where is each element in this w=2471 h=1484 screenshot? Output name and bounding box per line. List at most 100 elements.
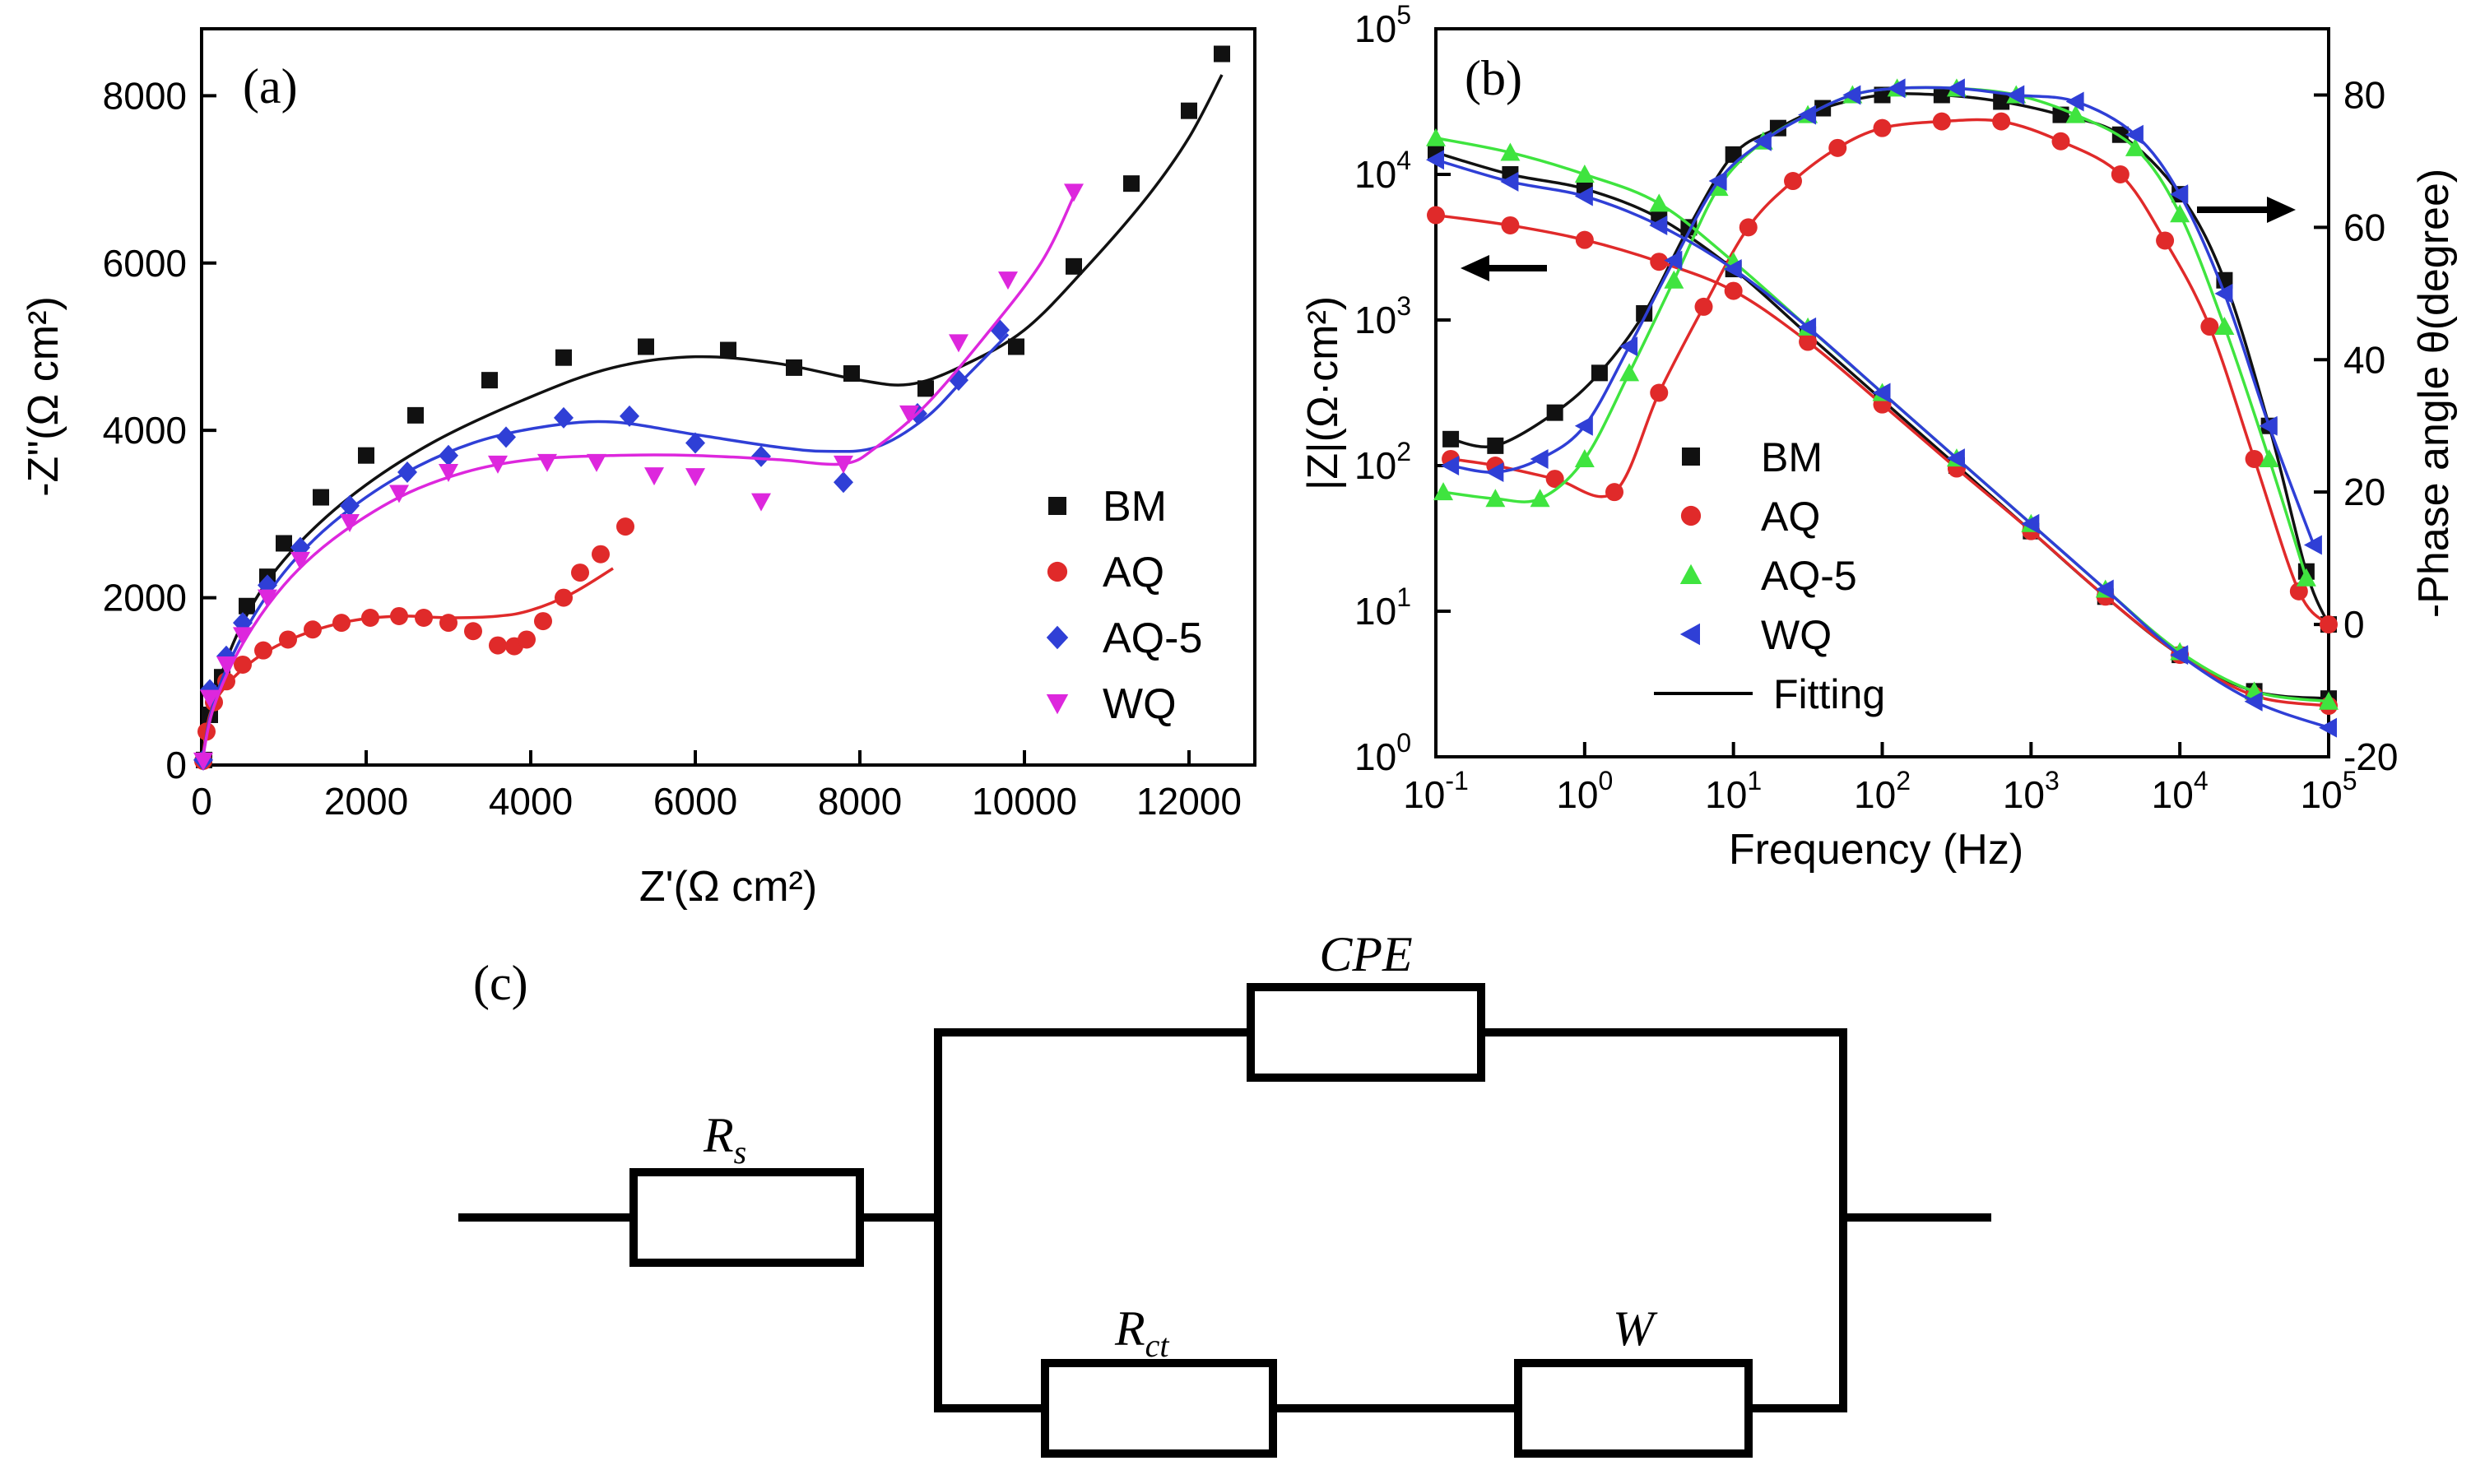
- data-point: [587, 454, 606, 472]
- y-axis-label: -Z''(Ω cm²): [20, 296, 67, 497]
- phase-point: [1619, 336, 1637, 356]
- phase-point: [1487, 438, 1503, 454]
- y-tick-labels-right: -20 0 20 40 60 80: [2314, 73, 2398, 778]
- arrow-right-icon: [2197, 197, 2296, 223]
- label-cpe: CPE: [1319, 927, 1412, 981]
- panel-a-label: (a): [243, 59, 298, 114]
- x-tick-label: 6000: [653, 780, 737, 823]
- legend-label-wq: WQ: [1761, 612, 1832, 658]
- phase-point: [1784, 172, 1802, 190]
- figure: (a) 0 2000 4000 6000 8000 10000 12000 02000400…: [0, 0, 2471, 1484]
- bode-plot-panel: (b) 10-1 100 101 102 103 104 105 1001011021031…: [1299, 0, 2458, 874]
- data-point: [644, 467, 664, 485]
- y-tick-labels: 02000400060008000: [103, 74, 216, 786]
- data-point: [685, 468, 705, 486]
- x-tick-label: 100: [1556, 766, 1613, 816]
- data-point: [998, 271, 1018, 290]
- y-tick-label: 103: [1354, 291, 1411, 341]
- impedance-point: [1501, 216, 1519, 234]
- y-tick-label-right: -20: [2343, 735, 2398, 778]
- data-point: [751, 446, 771, 467]
- x-tick-label: 0: [191, 780, 212, 823]
- data-point: [949, 369, 968, 391]
- data-point: [1066, 258, 1082, 275]
- x-tick-label: 2000: [324, 780, 408, 823]
- data-point: [304, 620, 322, 638]
- x-tick-label: 8000: [818, 780, 902, 823]
- y-tick-label-right: 60: [2343, 206, 2385, 248]
- data-point: [239, 598, 255, 614]
- data-point: [464, 622, 482, 640]
- data-point: [555, 350, 572, 366]
- legend-label-bm: BM: [1761, 434, 1823, 480]
- phase-point: [2111, 165, 2130, 183]
- data-point: [518, 630, 536, 648]
- impedance-point: [1650, 253, 1668, 271]
- legend-marker-wq: [1680, 624, 1700, 645]
- resistor-rs: [634, 1172, 860, 1263]
- data-point: [555, 589, 573, 607]
- phase-point: [1442, 431, 1459, 448]
- phase-point: [1992, 113, 2010, 131]
- data-point: [489, 637, 507, 655]
- phase-point: [1619, 363, 1639, 381]
- fit-line-bm: [202, 75, 1222, 765]
- data-point: [234, 656, 252, 674]
- phase-point: [1547, 405, 1563, 421]
- phase-point: [2304, 536, 2322, 555]
- y-tick-label: 102: [1354, 437, 1411, 487]
- x-tick-label: 101: [1705, 766, 1762, 816]
- x-tick-labels: 0 2000 4000 6000 8000 10000 12000: [191, 750, 1242, 823]
- x-tick-label: 103: [2003, 766, 2060, 816]
- data-point: [481, 372, 498, 388]
- nyquist-plot-panel: (a) 0 2000 4000 6000 8000 10000 12000 0 2000 400…: [20, 29, 1255, 911]
- x-axis-label: Z'(Ω cm²): [639, 863, 817, 911]
- data-point: [390, 607, 408, 625]
- data-point: [1214, 46, 1230, 63]
- data-point: [786, 359, 802, 376]
- legend-label-aq-5: AQ-5: [1761, 553, 1857, 599]
- label-w: W: [1613, 1301, 1658, 1356]
- impedance-point: [1725, 282, 1743, 300]
- phase-point: [1650, 384, 1668, 402]
- x-axis-label: Frequency (Hz): [1729, 826, 2023, 874]
- data-point: [254, 642, 272, 660]
- series-group: [1426, 78, 2339, 737]
- data-point: [407, 407, 424, 424]
- data-point: [616, 517, 634, 536]
- series-aq: [1427, 113, 2338, 715]
- phase-point: [1591, 364, 1608, 381]
- fit-line-wq: [202, 196, 1074, 765]
- x-tick-label: 102: [1854, 766, 1911, 816]
- data-point: [537, 454, 557, 472]
- y-tick-label-right: 0: [2343, 603, 2365, 646]
- legend-marker-aq-5: [1047, 626, 1068, 650]
- data-point: [949, 334, 968, 352]
- phase-point: [1993, 94, 2009, 110]
- data-point: [843, 365, 860, 382]
- phase-point: [1530, 449, 1549, 469]
- legend-label-aq: AQ: [1103, 549, 1164, 596]
- phase-point: [1575, 449, 1595, 467]
- plot-a-frame: [202, 29, 1255, 765]
- data-point: [313, 489, 329, 506]
- label-rct: Rct: [1114, 1301, 1169, 1364]
- y-tick-label: 2000: [103, 577, 187, 619]
- data-point: [439, 614, 458, 632]
- phase-point: [1530, 489, 1550, 507]
- legend-label-wq: WQ: [1103, 680, 1177, 728]
- phase-point: [1874, 119, 1892, 137]
- y-tick-label-right: 80: [2343, 73, 2385, 116]
- y-tick-label: 105: [1354, 0, 1411, 50]
- phase-point: [2052, 132, 2070, 151]
- x-tick-label: 4000: [489, 780, 573, 823]
- data-point: [1123, 175, 1140, 192]
- fit-phase-aq-5: [1443, 87, 2306, 577]
- y-tick-label: 101: [1354, 582, 1411, 633]
- resistor-rct: [1045, 1363, 1273, 1454]
- legend-marker-bm: [1048, 497, 1066, 515]
- x-tick-labels: 10-1 100 101 102 103 104 105: [1403, 742, 2357, 816]
- phase-point: [1828, 139, 1846, 157]
- data-point: [276, 535, 292, 551]
- impedance-point: [1427, 206, 1445, 225]
